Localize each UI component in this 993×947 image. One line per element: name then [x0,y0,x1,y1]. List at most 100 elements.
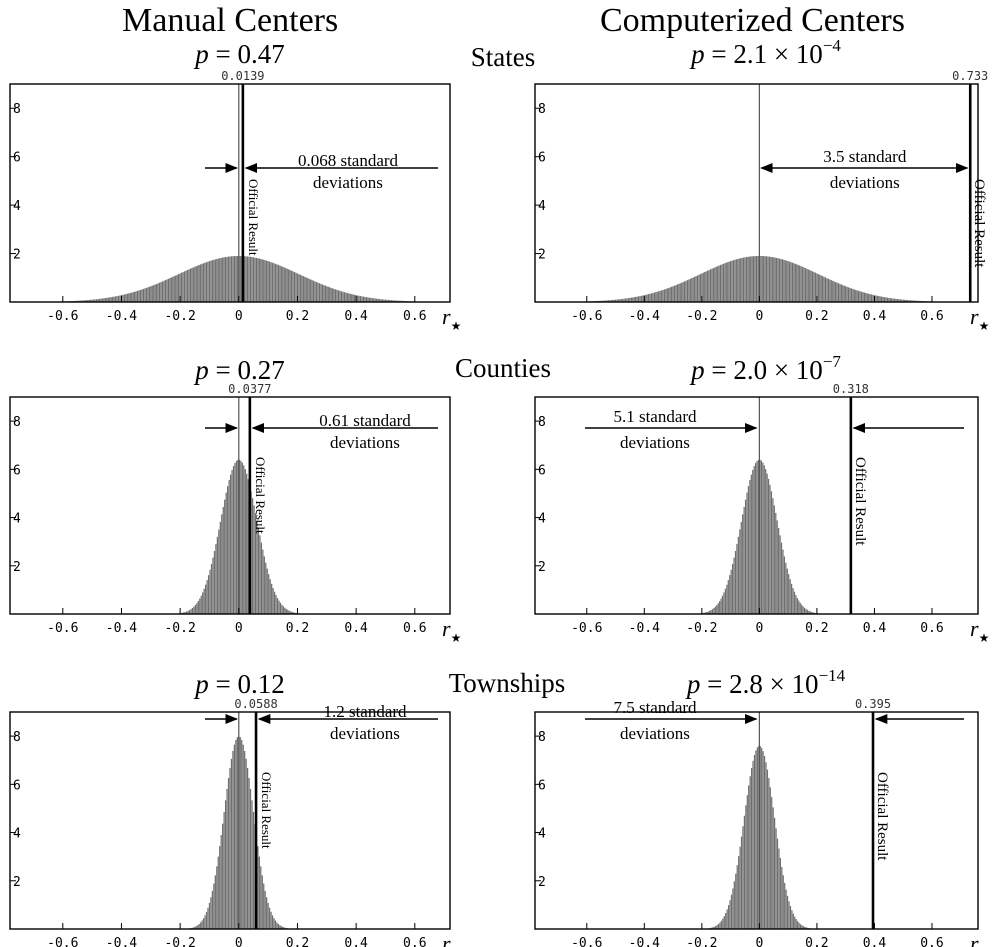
histogram-bar [356,295,359,302]
histogram-bar [348,293,350,302]
histogram-bar [906,300,909,302]
histogram-bar [811,611,813,614]
histogram-bar [849,287,851,302]
histogram-bar [736,865,738,929]
histogram-bar [235,256,237,302]
histogram-bar [256,520,258,614]
histogram-bar [708,610,711,614]
histogram-bar [688,279,690,302]
histogram-bar [672,286,674,302]
histogram-bar [138,290,140,302]
histogram-bar [321,284,324,302]
histogram-bar [231,469,233,614]
y-tick-label: 2 [13,560,21,575]
histogram-bar [659,290,661,302]
histogram-bar [302,276,304,302]
histogram-bar [241,739,243,929]
histogram-bar [239,255,241,302]
histogram-bar [751,256,753,302]
histogram-bar [843,285,845,302]
histogram-bar [804,268,807,302]
y-tick-label: 4 [13,827,21,842]
x-tick-label: -0.2 [686,621,717,636]
histogram-bar [713,926,715,929]
histogram-bar [233,256,236,302]
histogram-bar [191,268,193,302]
y-tick-label: 6 [13,151,21,166]
histogram-bar [95,299,98,302]
histogram-bar [810,270,812,302]
histogram-bar [895,298,897,302]
y-tick-label: 8 [13,102,21,117]
histogram-bar [763,256,765,302]
histogram-bar [862,292,864,302]
histogram-bar [84,300,86,302]
histogram-bar [248,256,250,302]
histogram-bar [668,287,670,302]
histogram-bar [881,296,883,302]
x-tick-label: 0.2 [286,936,309,947]
histogram-bar [87,300,89,302]
histogram-bar [277,923,280,929]
histogram-bar [263,883,265,929]
histogram-bar [265,562,267,614]
histogram-bar [776,257,778,302]
histogram-bar [686,280,689,302]
histogram-bar [205,262,208,302]
histogram-bar [780,258,782,302]
histogram-bar [872,294,874,302]
histogram-bar [727,905,730,929]
histogram-bar [251,257,253,302]
histogram-bar [699,274,702,302]
histogram-bar [691,278,693,302]
histogram-bar [339,290,341,302]
histogram-bar [845,286,847,302]
histogram-bar [893,298,896,302]
histogram-bar [745,257,748,302]
histogram-bar [136,290,139,302]
histogram-bar [280,926,282,929]
histogram-bar [271,583,273,614]
histogram-bar [258,856,260,929]
histogram-bar [717,923,720,929]
histogram-bar [144,288,146,302]
x-tick-label: -0.2 [686,936,717,947]
histogram-bar [804,926,806,929]
histogram-bar [278,600,280,614]
histogram-bar [232,466,235,614]
histogram-bar [268,261,271,302]
histogram-bar [113,296,115,302]
histogram-bar [883,297,886,302]
histogram-bar [826,278,828,302]
histogram-bar [272,587,274,614]
histogram-bar [242,744,244,929]
histogram-bar [732,260,735,302]
histogram-bar [212,557,214,614]
histogram-bar [219,521,221,614]
x-tick-label: 0 [755,936,763,947]
histogram-bar [296,273,299,302]
histogram-bar [914,300,916,302]
histogram-bar [254,257,256,302]
plot-frame [9,396,451,615]
y-tick-label: 8 [13,730,21,745]
histogram-bar [273,263,275,302]
histogram-bar [850,288,853,302]
histogram-bar [276,598,279,614]
x-tick-label: 0.4 [344,936,368,947]
histogram-bar [796,264,798,302]
histogram-bar [655,292,657,302]
histogram-bar [719,264,722,302]
histogram-bar [351,294,353,302]
histogram-bar [774,257,776,302]
histogram-bar [663,289,666,302]
histogram-bar [858,290,860,302]
histogram-bar [293,612,295,614]
histogram-bar [210,260,212,302]
histogram-bar [640,295,643,302]
histogram-bar [333,288,335,302]
histogram-bar [384,299,387,302]
histogram-bar [91,299,93,302]
histogram-bar [305,277,307,302]
sd-label-line2: deviations [620,724,690,743]
